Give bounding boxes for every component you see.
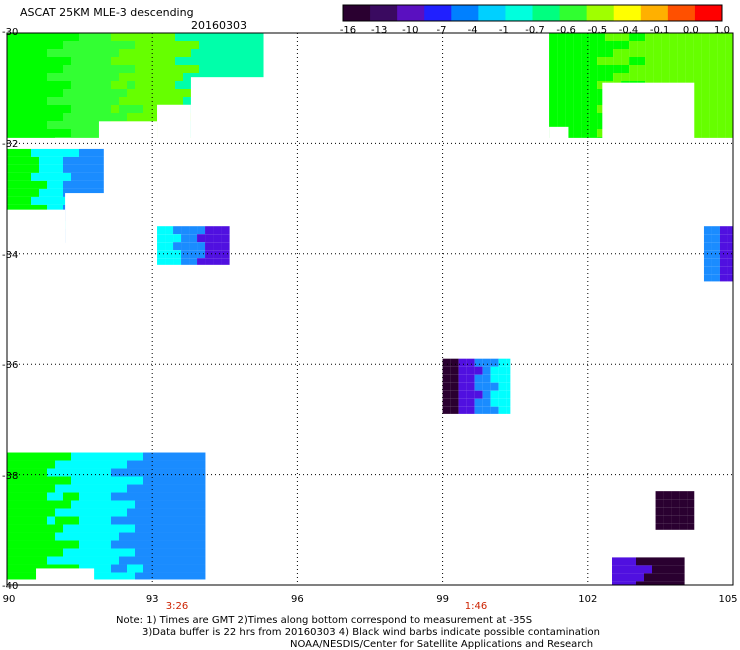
colorbar-segment xyxy=(667,5,696,21)
colorbar-label: -7 xyxy=(436,25,447,36)
chart-title: ASCAT 25KM MLE-3 descending xyxy=(20,6,194,19)
colorbar-segment xyxy=(532,5,561,21)
lat-label: -36 xyxy=(2,360,19,372)
colorbar-segment xyxy=(505,5,533,21)
colorbar-segment xyxy=(586,5,615,21)
colorbar-segment xyxy=(559,5,588,21)
note-line-1: Note: 1) Times are GMT 2)Times along bot… xyxy=(116,615,533,626)
lat-label: -32 xyxy=(2,139,19,151)
colorbar-label: 1.0 xyxy=(714,25,730,36)
swath-c-dark xyxy=(442,358,511,414)
colorbar-label: -13 xyxy=(370,25,388,36)
colorbar-segment xyxy=(424,5,452,21)
swath-strip-93 xyxy=(157,226,230,265)
colorbar-label: -0.4 xyxy=(618,25,639,36)
colorbar-label: -4 xyxy=(467,25,478,36)
lon-label: 99 xyxy=(436,594,449,605)
note-line-3: NOAA/NESDIS/Center for Satellite Applica… xyxy=(290,639,594,650)
swath-sw-green xyxy=(7,452,206,580)
swath-e-blue xyxy=(703,226,733,282)
swath-mask xyxy=(7,77,695,583)
chart-date: 20160303 xyxy=(191,19,247,32)
colorbar-label: -0.5 xyxy=(587,25,608,36)
swath-se-violet xyxy=(612,557,685,585)
colorbar-label: -0.1 xyxy=(649,25,670,36)
lat-label: -38 xyxy=(2,470,19,482)
colorbar-label: -0.7 xyxy=(525,25,545,36)
note-line-2: 3)Data buffer is 22 hrs from 20160303 4)… xyxy=(142,627,600,638)
map-grid xyxy=(7,33,733,585)
colorbar-segment xyxy=(397,5,425,21)
colorbar-label: -10 xyxy=(402,25,419,36)
colorbar-segment xyxy=(613,5,642,21)
lon-label: 96 xyxy=(291,594,304,605)
swath-se-dark xyxy=(655,491,695,530)
lon-label: 90 xyxy=(2,594,16,605)
colorbar-segment xyxy=(640,5,669,21)
colorbar-segment xyxy=(370,5,398,21)
map-frame xyxy=(6,32,734,586)
colorbar-label: -1 xyxy=(498,25,509,36)
colorbar-segment xyxy=(478,5,506,21)
lat-label: -40 xyxy=(2,581,19,592)
lon-label: 102 xyxy=(578,594,598,605)
pass-time-1: 3:26 xyxy=(165,601,189,612)
colorbar-label: 0.0 xyxy=(682,25,699,36)
lat-label: -30 xyxy=(2,27,19,38)
lon-label: 105 xyxy=(718,594,738,605)
pass-time-2: 1:46 xyxy=(464,601,488,612)
colorbar-segment xyxy=(694,5,723,21)
colorbar-segment xyxy=(343,5,371,21)
lat-label: -34 xyxy=(2,249,19,261)
lon-label: 93 xyxy=(145,594,159,605)
colorbar xyxy=(342,4,723,22)
colorbar-label: -0.6 xyxy=(556,25,576,36)
colorbar-label: -16 xyxy=(339,25,357,36)
colorbar-segment xyxy=(451,5,479,21)
